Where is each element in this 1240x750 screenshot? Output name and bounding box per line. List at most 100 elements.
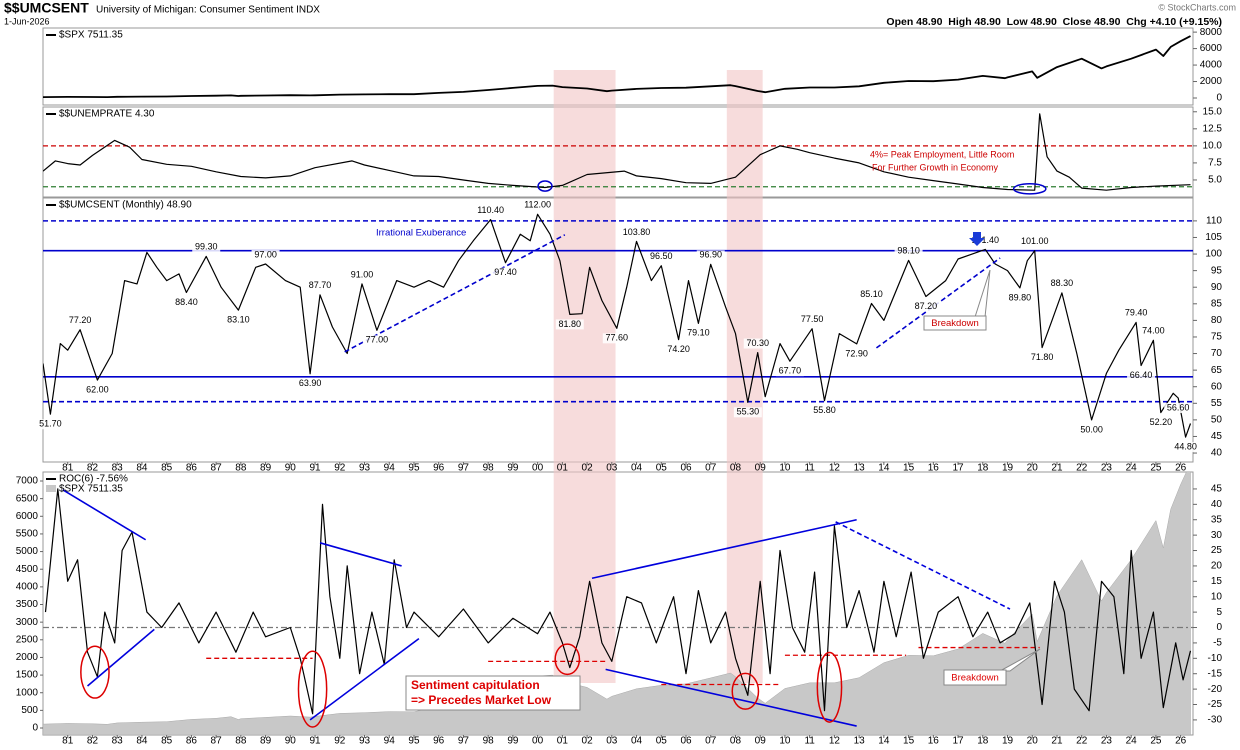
value-label: 77.00: [366, 335, 389, 345]
y2-tick-label: 3000: [16, 617, 39, 628]
value-label-bg: [733, 407, 762, 418]
y2-tick-label: 6000: [16, 511, 39, 522]
x-tick-label: 02: [582, 463, 594, 474]
x-tick-label: 03: [606, 736, 618, 747]
x-tick-label: 97: [458, 463, 470, 474]
y-tick-label: 90: [1211, 282, 1223, 293]
trend-line: [319, 542, 402, 567]
value-label: 87.20: [915, 301, 938, 311]
value-label-bg: [192, 242, 221, 253]
value-label: 67.70: [779, 366, 802, 376]
legend-label: $$UNEMPRATE 4.30: [59, 109, 155, 120]
x-tick-label: 05: [656, 463, 668, 474]
quote: Open 48.90 High 48.90 Low 48.90 Close 48…: [886, 16, 1222, 28]
value-label-bg: [36, 419, 65, 430]
x-tick-label: 02: [582, 736, 594, 747]
value-label-bg: [1164, 402, 1193, 413]
value-label-bg: [1028, 352, 1057, 363]
value-label-bg: [224, 315, 253, 326]
value-label-bg: [66, 315, 95, 326]
trend-line: [591, 518, 857, 580]
value-label-bg: [775, 366, 804, 377]
x-tick-label: 93: [359, 463, 371, 474]
x-tick-label: 92: [334, 736, 346, 747]
x-tick-label: 09: [755, 736, 767, 747]
x-tick-label: 85: [161, 736, 173, 747]
x-tick-label: 06: [680, 463, 692, 474]
annotation-box: [405, 675, 581, 711]
x-tick-label: 21: [1051, 736, 1063, 747]
x-tick-label: 07: [705, 736, 717, 747]
value-label-bg: [1077, 424, 1106, 435]
x-tick-label: 90: [285, 463, 297, 474]
y-tick-label: 0: [1216, 93, 1222, 104]
y-tick-label: 100: [1205, 249, 1222, 260]
panel-frame: [42, 106, 1194, 198]
value-label-bg: [622, 227, 651, 238]
x-tick-label: 21: [1051, 463, 1063, 474]
value-label: 71.80: [1031, 352, 1054, 362]
value-label-bg: [83, 385, 112, 396]
annotation: Irrational Exuberance: [376, 228, 466, 239]
value-label: 81.80: [559, 319, 582, 329]
x-tick-label: 88: [235, 463, 247, 474]
value-label-bg: [842, 348, 871, 359]
legend-label: $SPX 7511.35: [59, 484, 123, 495]
x-tick-label: 14: [878, 736, 890, 747]
value-label: 50.00: [1080, 424, 1103, 434]
y2-tick-label: 7000: [16, 476, 39, 487]
y-tick-label: 25: [1211, 545, 1223, 556]
x-tick-label: 84: [136, 463, 148, 474]
trend-line: [62, 489, 147, 541]
value-label: 74.20: [667, 344, 690, 354]
x-tick-label: 88: [235, 736, 247, 747]
y-tick-label: 45: [1211, 484, 1223, 495]
value-label-bg: [1122, 308, 1151, 319]
y-tick-label: 10.0: [1203, 141, 1223, 152]
value-label-bg: [696, 250, 725, 261]
x-tick-label: 23: [1101, 736, 1113, 747]
x-tick-label: 14: [878, 463, 890, 474]
value-label-bg: [305, 280, 334, 291]
value-label: 70.30: [746, 338, 769, 348]
x-tick-label: 98: [483, 736, 495, 747]
y2-tick-label: 3500: [16, 599, 39, 610]
value-label: 83.10: [227, 314, 250, 324]
y-tick-label: 50: [1211, 415, 1223, 426]
y2-tick-label: 4000: [16, 582, 39, 593]
highlight-ellipse: [554, 643, 581, 676]
x-tick-label: 15: [903, 736, 915, 747]
x-tick-label: 22: [1076, 736, 1088, 747]
x-tick-label: 01: [557, 463, 569, 474]
y-tick-label: 55: [1211, 398, 1223, 409]
value-label: 88.40: [175, 297, 198, 307]
value-label: 77.60: [605, 333, 628, 343]
x-tick-label: 99: [507, 736, 519, 747]
y-tick-label: 2000: [1200, 76, 1223, 87]
value-label-bg: [894, 246, 923, 257]
x-tick-label: 26: [1175, 463, 1187, 474]
y-tick-label: 10: [1211, 591, 1223, 602]
x-tick-label: 95: [408, 463, 420, 474]
y2-tick-label: 500: [21, 705, 38, 716]
panel-frame: [42, 27, 1194, 106]
value-label-bg: [1005, 292, 1034, 303]
y-tick-label: 80: [1211, 315, 1223, 326]
x-tick-label: 00: [532, 463, 544, 474]
value-label: 99.30: [195, 242, 218, 252]
y-tick-label: 75: [1211, 332, 1223, 343]
trend-line: [835, 521, 1011, 610]
y-tick-label: 5: [1216, 607, 1222, 618]
value-label: 52.20: [1150, 417, 1173, 427]
value-label-bg: [743, 338, 772, 349]
x-tick-label: 85: [161, 463, 173, 474]
value-label-bg: [523, 200, 552, 211]
annotation: Breakdown: [951, 673, 999, 684]
value-label-bg: [602, 333, 631, 344]
value-label: 62.00: [86, 384, 109, 394]
x-tick-label: 13: [854, 736, 866, 747]
x-tick-label: 99: [507, 463, 519, 474]
value-label: 56.60: [1167, 402, 1190, 412]
x-tick-label: 17: [952, 463, 964, 474]
y-tick-label: -5: [1213, 638, 1222, 649]
